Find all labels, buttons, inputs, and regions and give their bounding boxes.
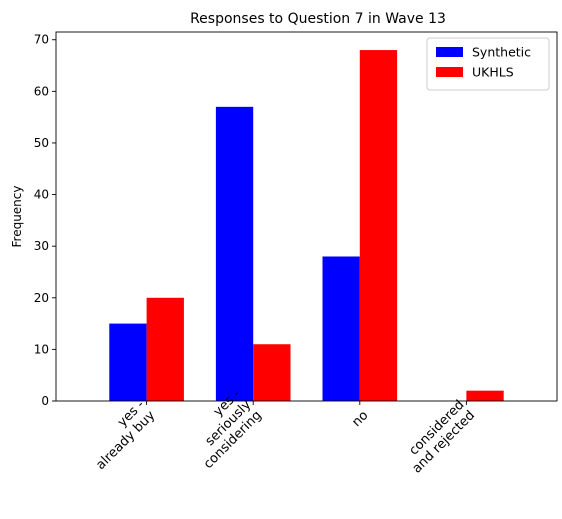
x-tick-label-2-line-0: no	[349, 408, 371, 430]
x-tick-label-2: no	[349, 408, 371, 430]
bar-ukhls-3	[466, 390, 504, 401]
y-tick-label-1: 10	[34, 342, 49, 356]
y-tick-label-2: 20	[34, 291, 49, 305]
bar-synthetic-2	[322, 256, 360, 401]
legend-swatch-ukhls	[436, 67, 463, 77]
bar-synthetic-0	[109, 323, 147, 401]
legend-label-ukhls: UKHLS	[472, 65, 514, 80]
y-tick-label-7: 70	[34, 33, 49, 47]
y-tick-label-5: 50	[34, 136, 49, 150]
axes-frame	[55, 31, 558, 402]
y-tick-label-6: 60	[34, 84, 49, 98]
y-axis-label: Frequency	[10, 186, 24, 248]
y-tick-label-4: 40	[34, 188, 49, 202]
chart-title: Responses to Question 7 in Wave 13	[190, 11, 446, 27]
legend-label-synthetic: Synthetic	[472, 45, 531, 60]
bar-ukhls-1	[253, 344, 291, 401]
legend-swatch-synthetic	[436, 47, 463, 57]
y-tick-label-0: 0	[41, 394, 49, 408]
bar-ukhls-0	[146, 297, 184, 401]
x-tick-label-0: yes -already buy	[93, 397, 158, 473]
legend: Synthetic UKHLS	[426, 37, 550, 91]
bar-ukhls-2	[359, 50, 398, 402]
y-tick-label-3: 30	[34, 239, 49, 253]
bar-synthetic-1	[215, 106, 254, 402]
